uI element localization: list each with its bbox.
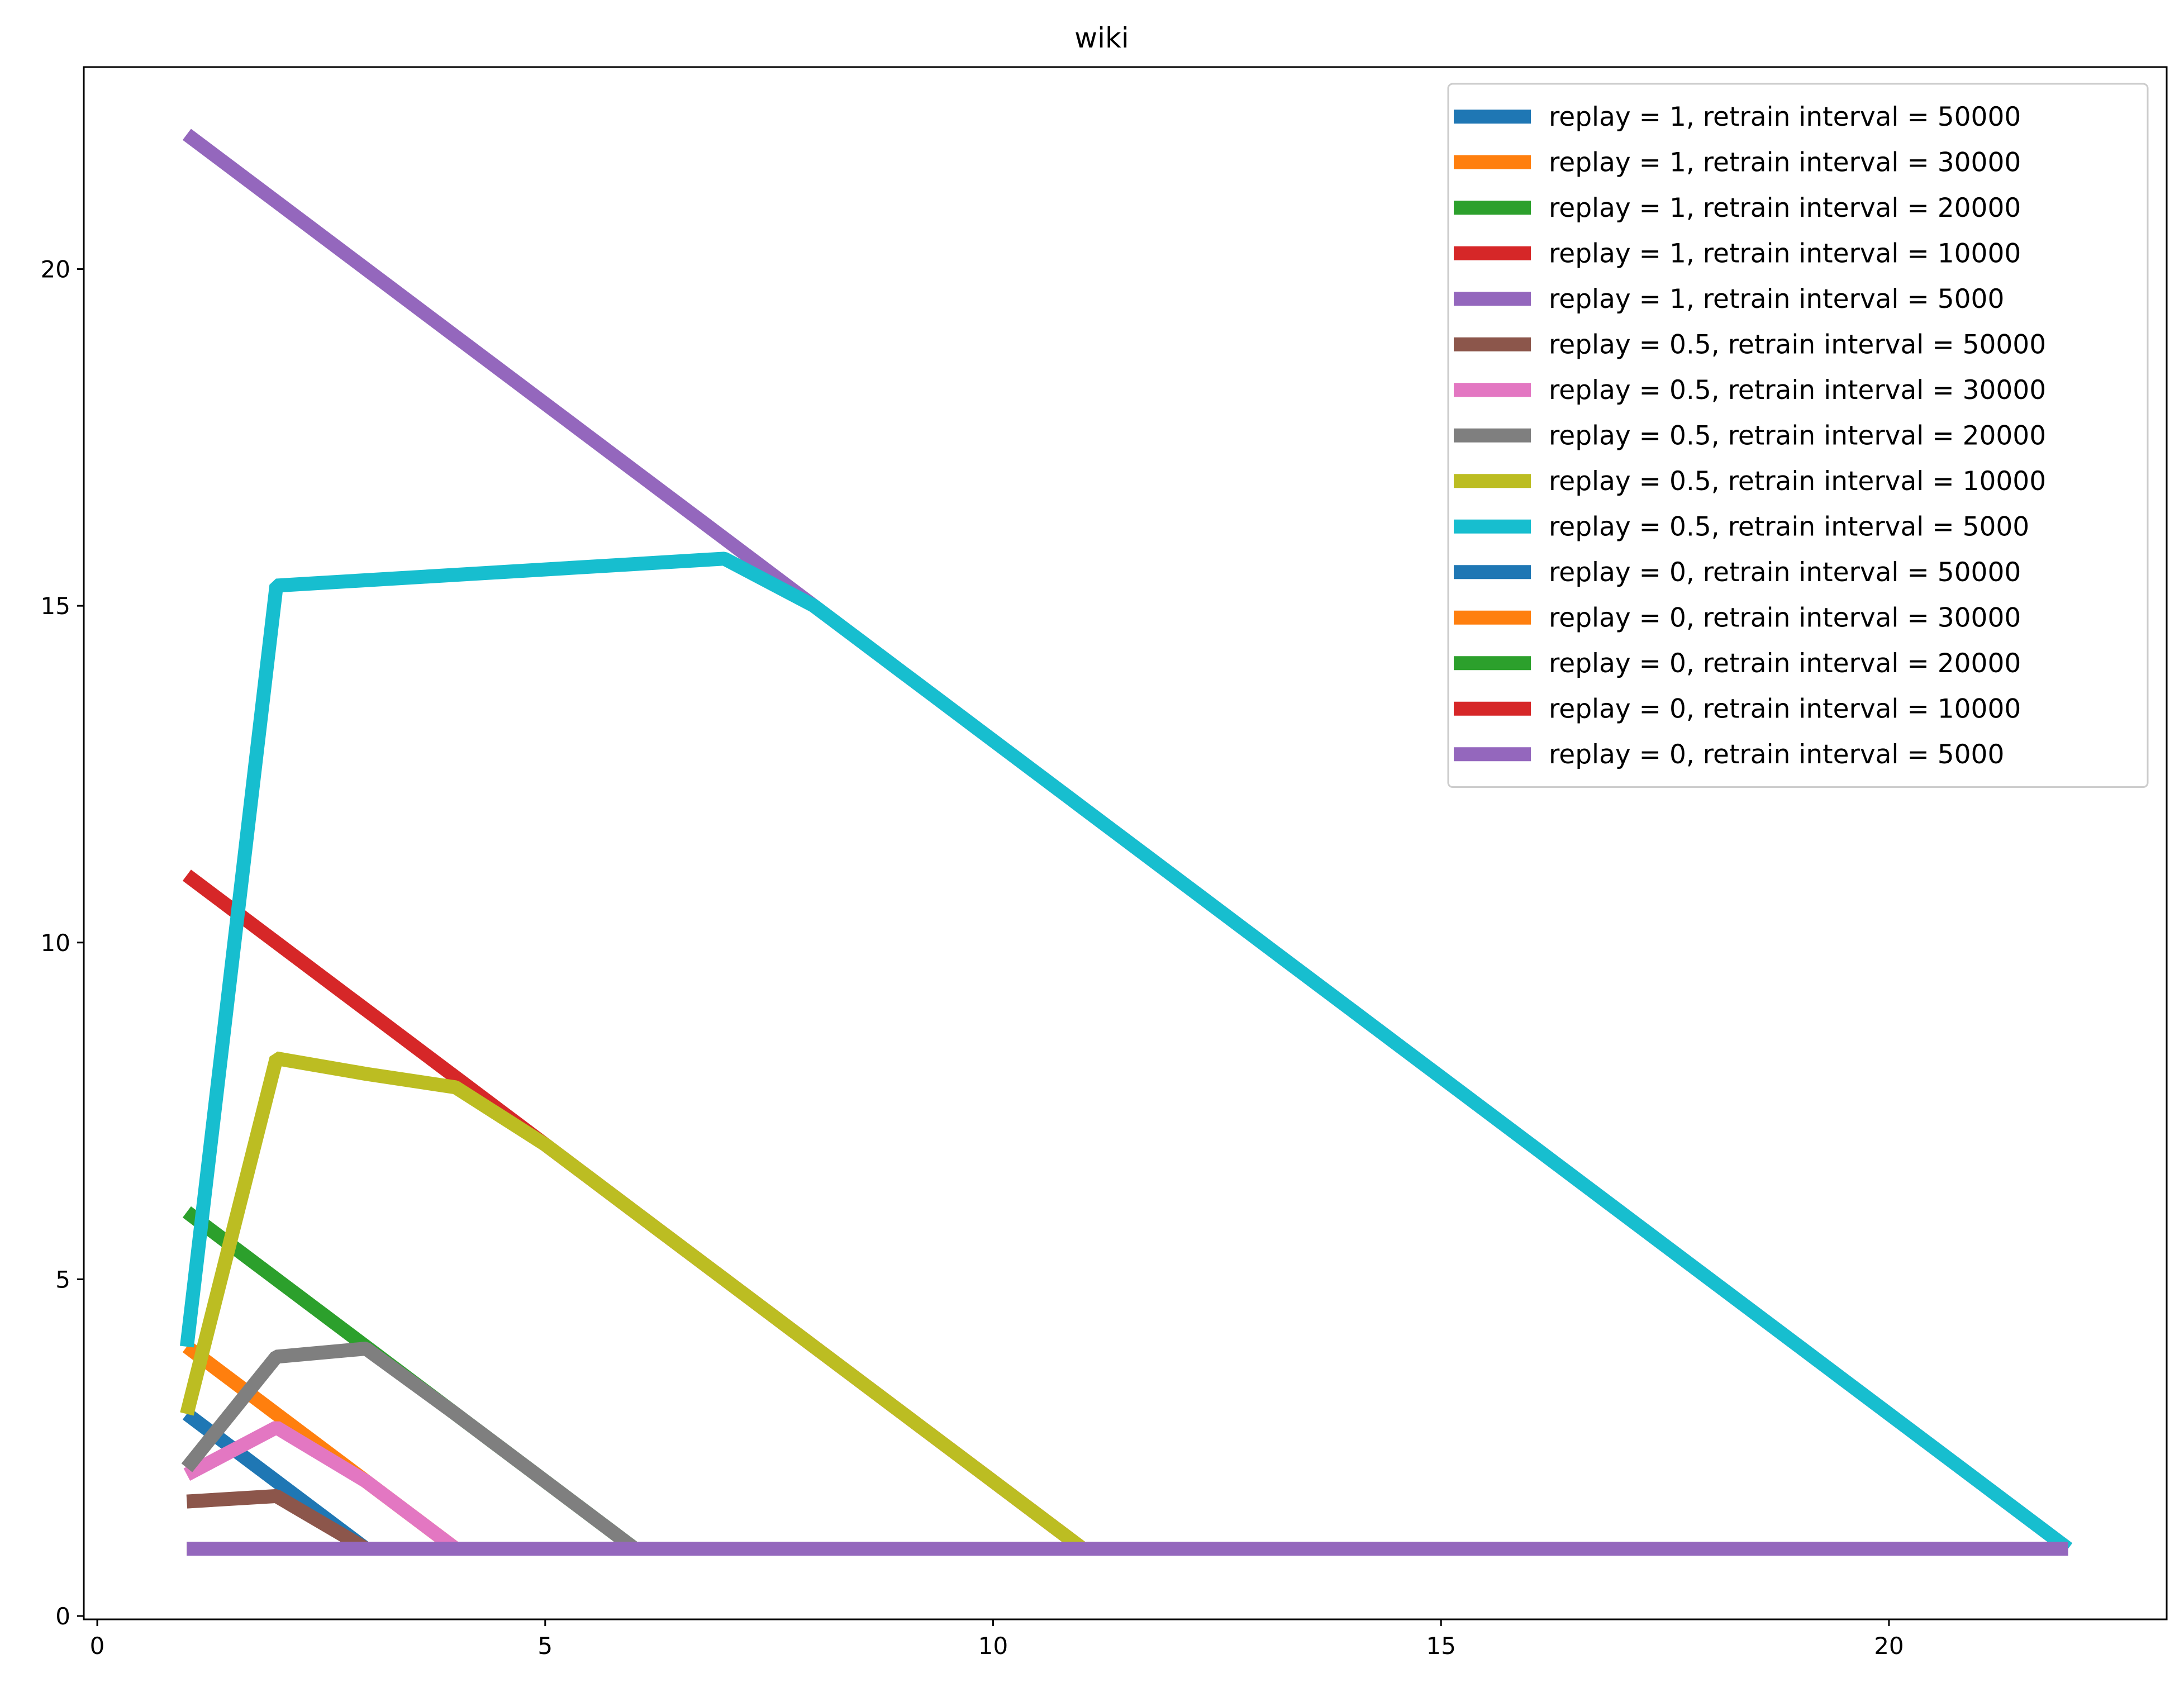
legend-label-10: replay = 0.5, retrain interval = 5000 <box>1549 511 2029 542</box>
legend-label-5: replay = 1, retrain interval = 5000 <box>1549 284 2004 315</box>
plot-frame <box>83 66 2168 1620</box>
legend-label-9: replay = 0.5, retrain interval = 10000 <box>1549 466 2046 497</box>
x-tick-label-1: 5 <box>537 1632 553 1660</box>
y-tick-label-1: 5 <box>55 1266 70 1293</box>
x-axis: 0 5 10 15 20 <box>90 1619 1904 1660</box>
legend-label-4: replay = 1, retrain interval = 10000 <box>1549 238 2021 269</box>
legend-label-6: replay = 0.5, retrain interval = 50000 <box>1549 329 2046 360</box>
series-layer <box>179 129 2073 1556</box>
y-axis: 0 5 10 15 20 <box>41 256 84 1630</box>
legend-label-8: replay = 0.5, retrain interval = 20000 <box>1549 420 2046 451</box>
x-tick-label-2: 10 <box>978 1632 1008 1660</box>
y-tick-label-3: 15 <box>41 592 70 620</box>
x-tick-label-3: 15 <box>1426 1632 1455 1660</box>
chart-title: wiki <box>1074 22 1129 54</box>
legend-label-3: replay = 1, retrain interval = 20000 <box>1549 193 2021 224</box>
legend-label-7: replay = 0.5, retrain interval = 30000 <box>1549 375 2046 406</box>
legend-label-13: replay = 0, retrain interval = 20000 <box>1549 648 2021 679</box>
legend-label-15: replay = 0, retrain interval = 5000 <box>1549 739 2004 770</box>
legend: replay = 1, retrain interval = 50000 repl… <box>1447 83 2149 788</box>
legend-label-14: replay = 0, retrain interval = 10000 <box>1549 693 2021 724</box>
series-line-10 <box>179 552 2073 1555</box>
legend-label-12: replay = 0, retrain interval = 30000 <box>1549 602 2021 633</box>
legend-label-1: replay = 1, retrain interval = 50000 <box>1549 102 2021 132</box>
y-tick-label-0: 0 <box>55 1603 70 1630</box>
series-line-8 <box>181 1342 639 1555</box>
legend-label-11: replay = 0, retrain interval = 50000 <box>1549 557 2021 588</box>
legend-box <box>1447 83 2149 788</box>
series-line-6 <box>186 1489 370 1555</box>
series-line-9 <box>180 1051 1087 1555</box>
x-tick-label-4: 20 <box>1874 1632 1904 1660</box>
y-tick-label-2: 10 <box>41 929 70 957</box>
x-tick-label-0: 0 <box>90 1632 105 1660</box>
legend-label-2: replay = 1, retrain interval = 30000 <box>1549 147 2021 178</box>
series-line-7 <box>183 1421 460 1555</box>
y-tick-label-4: 20 <box>41 256 70 283</box>
